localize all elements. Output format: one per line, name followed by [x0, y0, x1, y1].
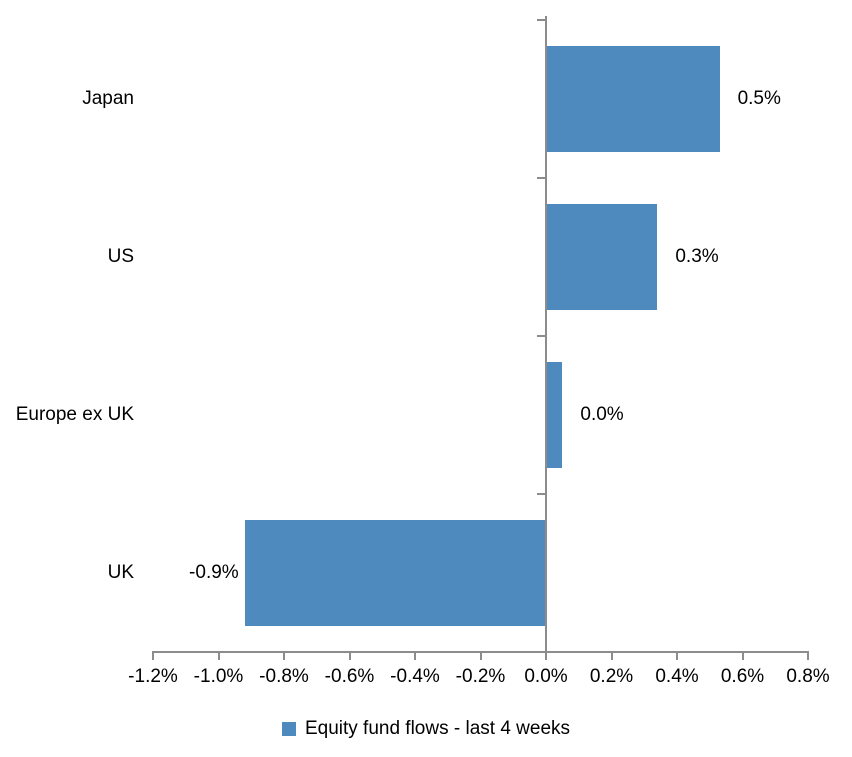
bar [244, 520, 546, 626]
x-axis-tick [545, 653, 547, 660]
data-label: 0.0% [580, 404, 624, 425]
x-axis-tick-label: -1.0% [193, 666, 244, 687]
y-axis-tick [537, 177, 545, 179]
data-label: 0.5% [737, 88, 781, 109]
x-axis-tick [414, 653, 416, 660]
x-axis-tick [741, 653, 744, 660]
x-axis-tick [610, 653, 613, 660]
x-axis-tick [807, 653, 809, 660]
legend-swatch-icon [281, 722, 296, 736]
x-axis-tick-label: 0.2% [589, 666, 634, 687]
x-axis-tick-label: -0.6% [324, 666, 375, 687]
x-axis-tick [676, 653, 678, 660]
y-axis-tick [537, 19, 545, 21]
x-axis-tick-label: 0.8% [786, 666, 830, 687]
x-axis-tick [348, 653, 351, 660]
x-axis-tick [217, 653, 220, 660]
x-axis-tick [479, 653, 482, 660]
x-axis-tick-label: 0.4% [655, 666, 699, 687]
y-axis-tick [537, 493, 545, 495]
x-axis-tick-label: 0.6% [720, 666, 765, 687]
data-label: 0.3% [675, 246, 719, 267]
x-axis-tick-label: -1.2% [128, 666, 178, 687]
x-axis-line [152, 651, 809, 653]
legend-label: Equity fund flows - last 4 weeks [304, 718, 571, 739]
category-label: Japan [82, 88, 134, 109]
data-label: -0.9% [189, 562, 239, 583]
category-label: Europe ex UK [15, 404, 134, 425]
y-axis-line [545, 16, 547, 653]
bar [546, 204, 658, 310]
legend: Equity fund flows - last 4 weeks [0, 718, 852, 740]
category-label: UK [107, 562, 134, 583]
x-axis-tick-label: -0.8% [259, 666, 309, 687]
x-axis-tick [152, 653, 154, 660]
bar [546, 362, 563, 468]
x-axis-tick-label: -0.2% [455, 666, 506, 687]
category-label: US [107, 246, 134, 267]
y-axis-tick [537, 335, 545, 337]
bar [546, 46, 720, 152]
x-axis-tick-label: -0.4% [390, 666, 440, 687]
x-axis-tick [283, 653, 285, 660]
x-axis-tick-label: 0.0% [524, 666, 568, 687]
